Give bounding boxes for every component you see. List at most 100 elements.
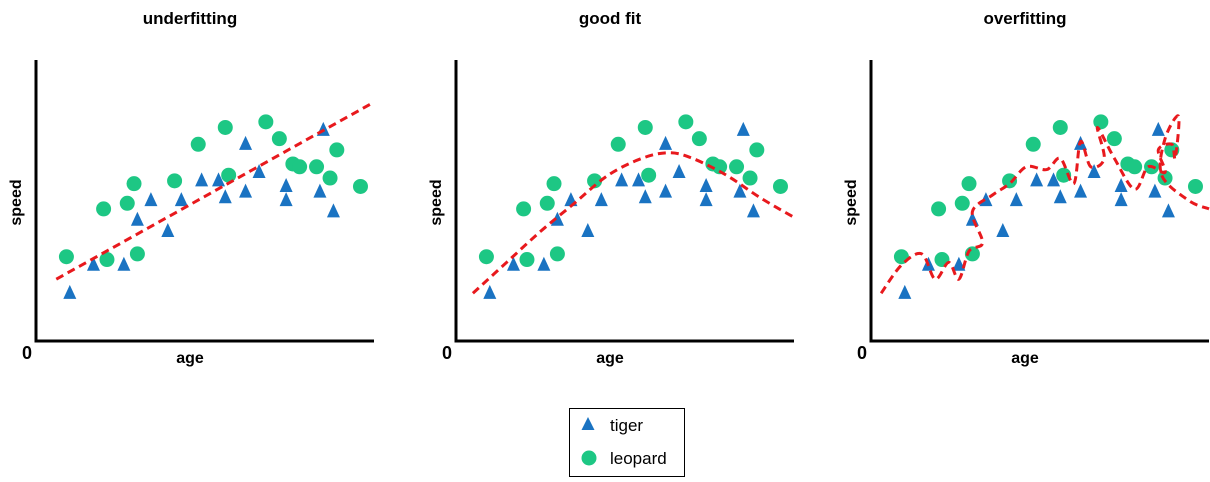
legend-leopard-label: leopard	[610, 449, 667, 468]
origin-label: 0	[442, 343, 452, 363]
leopard-point	[519, 252, 535, 268]
leopard-point	[1025, 136, 1041, 152]
leopard-point	[712, 159, 728, 175]
tiger-point	[1151, 121, 1165, 136]
tiger-point	[195, 172, 209, 187]
leopard-point	[129, 246, 145, 262]
legend-tiger-label: tiger	[610, 416, 643, 435]
chart-panel-overfitting: overfitting 0 age speed	[843, 9, 1210, 367]
leopard-point	[352, 178, 368, 194]
tiger-point	[161, 223, 175, 238]
x-axis-label: age	[1011, 350, 1039, 367]
tiger-point	[144, 192, 158, 207]
tiger-point	[483, 284, 497, 299]
tiger-point	[63, 284, 77, 299]
y-axis-label: speed	[428, 179, 445, 225]
tiger-point	[699, 192, 713, 207]
leopard-point	[516, 201, 532, 217]
leopard-point	[167, 173, 183, 189]
chart-title: overfitting	[983, 9, 1066, 28]
leopard-point	[954, 195, 970, 211]
x-axis-label: age	[176, 350, 204, 367]
leopard-point	[729, 159, 745, 175]
tiger-point	[218, 189, 232, 204]
tiger-point	[212, 172, 226, 187]
leopard-point	[1056, 167, 1072, 183]
tiger-point	[550, 211, 564, 226]
tiger-point	[279, 178, 293, 193]
tiger-point	[1148, 183, 1162, 198]
legend: tiger leopard	[569, 408, 685, 477]
leopard-point	[221, 167, 237, 183]
leopard-point	[742, 170, 758, 186]
tiger-point	[736, 121, 750, 136]
fit-curve	[55, 100, 375, 281]
leopard-point	[1157, 170, 1173, 186]
leopard-point	[549, 246, 565, 262]
leopard-point	[329, 142, 345, 158]
tiger-point	[1009, 192, 1023, 207]
leopard-point	[1093, 114, 1109, 130]
leopard-point	[678, 114, 694, 130]
tiger-point	[1114, 178, 1128, 193]
tiger-point	[659, 135, 673, 150]
x-axis-label: age	[596, 350, 624, 367]
legend-tiger-marker	[581, 417, 595, 430]
leopard-point	[641, 167, 657, 183]
origin-label: 0	[22, 343, 32, 363]
tiger-point	[672, 164, 686, 178]
leopard-point	[1127, 159, 1143, 175]
leopard-point	[587, 173, 603, 189]
tiger-point	[252, 164, 266, 178]
leopard-point	[126, 176, 142, 192]
chart-panel-underfitting: underfitting 0 age speed	[8, 9, 375, 367]
tiger-point	[326, 203, 340, 218]
y-axis-label: speed	[843, 179, 860, 225]
leopard-point	[1002, 173, 1018, 189]
leopard-point	[1187, 178, 1203, 194]
tiger-point	[1087, 164, 1101, 178]
tiger-point	[1114, 192, 1128, 207]
tiger-point	[279, 192, 293, 207]
tiger-point	[615, 172, 629, 187]
tiger-point	[659, 183, 673, 198]
tiger-point	[174, 192, 188, 207]
tiger-point	[699, 178, 713, 193]
tiger-point	[581, 223, 595, 238]
origin-label: 0	[857, 343, 867, 363]
tiger-point	[313, 183, 327, 198]
chart-panel-good-fit: good fit 0 age speed	[428, 9, 795, 367]
tiger-point	[594, 192, 608, 207]
leopard-point	[931, 201, 947, 217]
leopard-point	[271, 131, 287, 147]
leopard-point	[99, 252, 115, 268]
tiger-point	[733, 183, 747, 198]
tiger-point	[506, 256, 520, 271]
tiger-point	[638, 189, 652, 204]
chart-title: good fit	[579, 9, 642, 28]
tiger-point	[1030, 172, 1044, 187]
leopard-point	[309, 159, 325, 175]
tiger-point	[1161, 203, 1175, 218]
tiger-point	[1053, 189, 1067, 204]
leopard-point	[546, 176, 562, 192]
leopard-point	[1052, 119, 1068, 135]
tiger-point	[979, 192, 993, 207]
tiger-point	[117, 256, 131, 271]
leopard-point	[322, 170, 338, 186]
leopard-point	[749, 142, 765, 158]
leopard-point	[96, 201, 112, 217]
tiger-point	[996, 223, 1010, 238]
fit-curve	[471, 151, 795, 295]
tiger-point	[130, 211, 144, 226]
leopard-point	[478, 249, 494, 265]
leopard-point	[119, 195, 135, 211]
leopard-point	[217, 119, 233, 135]
leopard-point	[772, 178, 788, 194]
leopard-point	[58, 249, 74, 265]
y-axis-label: speed	[8, 179, 25, 225]
leopard-point	[610, 136, 626, 152]
legend-leopard-marker	[581, 450, 597, 466]
